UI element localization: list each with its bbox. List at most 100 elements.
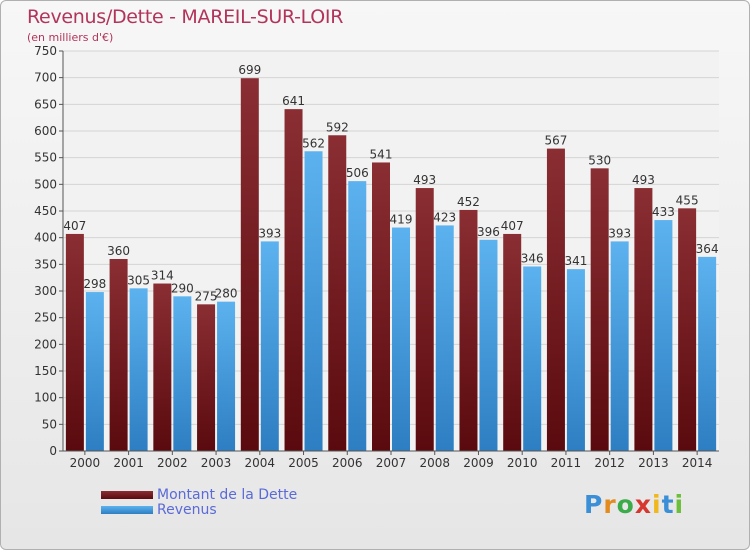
y-tick-label: 150 — [34, 364, 57, 378]
bar-dette — [284, 109, 303, 451]
data-label-revenus: 433 — [652, 205, 675, 219]
data-label-dette: 493 — [632, 173, 655, 187]
proxiti-logo: Proxiti — [584, 490, 684, 519]
y-tick-label: 400 — [34, 231, 57, 245]
data-label-dette: 567 — [544, 134, 567, 148]
x-tick-label: 2011 — [551, 456, 582, 470]
data-label-revenus: 393 — [608, 226, 631, 240]
data-label-dette: 592 — [326, 120, 349, 134]
data-label-dette: 641 — [282, 94, 305, 108]
legend-label-dette: Montant de la Dette — [157, 486, 298, 503]
legend-item-dette: Montant de la Dette — [101, 486, 298, 503]
data-label-dette: 493 — [413, 173, 436, 187]
bar-dette — [197, 304, 216, 451]
bar-revenus — [129, 288, 148, 451]
bar-revenus — [173, 296, 192, 451]
data-label-revenus: 562 — [302, 136, 325, 150]
bar-dette — [240, 78, 259, 451]
data-label-dette: 541 — [370, 147, 393, 161]
y-tick-label: 250 — [34, 311, 57, 325]
legend-swatch-dette — [101, 490, 153, 499]
data-label-dette: 530 — [588, 153, 611, 167]
bar-revenus — [610, 241, 629, 451]
legend-item-revenus: Revenus — [101, 501, 297, 518]
data-label-revenus: 290 — [171, 281, 194, 295]
bar-dette — [546, 148, 565, 451]
bar-revenus — [566, 269, 585, 451]
legend: Montant de la Dette Revenus — [101, 486, 298, 518]
data-label-dette: 314 — [151, 269, 174, 283]
y-tick-label: 450 — [34, 204, 57, 218]
y-tick-label: 300 — [34, 284, 57, 298]
y-tick-label: 700 — [34, 71, 57, 85]
bar-dette — [503, 233, 522, 451]
y-tick-label: 50 — [42, 417, 57, 431]
bar-dette — [109, 259, 128, 451]
x-tick-label: 2001 — [113, 456, 144, 470]
bar-revenus — [85, 292, 104, 451]
data-label-revenus: 396 — [477, 225, 500, 239]
logo-letter: o — [616, 490, 635, 519]
y-tick-label: 550 — [34, 151, 57, 165]
x-tick-label: 2010 — [507, 456, 538, 470]
bar-dette — [415, 188, 434, 452]
x-tick-label: 2000 — [70, 456, 101, 470]
x-tick-label: 2002 — [157, 456, 188, 470]
data-label-dette: 407 — [63, 219, 86, 233]
data-label-revenus: 341 — [564, 254, 587, 268]
bar-dette — [459, 209, 478, 451]
bar-revenus — [654, 220, 673, 451]
x-tick-label: 2006 — [332, 456, 363, 470]
data-label-dette: 407 — [501, 219, 524, 233]
x-tick-label: 2009 — [463, 456, 494, 470]
y-tick-label: 200 — [34, 337, 57, 351]
x-tick-label: 2012 — [594, 456, 625, 470]
data-label-dette: 360 — [107, 244, 130, 258]
data-label-revenus: 280 — [215, 287, 238, 301]
bar-dette — [65, 233, 84, 451]
x-tick-label: 2004 — [245, 456, 276, 470]
chart-subtitle: (en milliers d'€) — [27, 31, 114, 44]
logo-letter: x — [634, 490, 652, 519]
bar-revenus — [348, 181, 367, 451]
bar-dette — [590, 168, 609, 452]
data-label-revenus: 419 — [390, 213, 413, 227]
bar-revenus — [479, 239, 498, 451]
logo-letter: r — [603, 490, 617, 519]
logo-letter: i — [674, 490, 685, 519]
bar-dette — [328, 135, 347, 451]
logo-letter: i — [652, 490, 662, 519]
y-tick-label: 500 — [34, 177, 57, 191]
y-tick-label: 600 — [34, 124, 57, 138]
bar-revenus — [698, 256, 717, 451]
bar-dette — [678, 208, 697, 451]
plot-area — [63, 51, 719, 451]
data-label-revenus: 364 — [696, 242, 719, 256]
logo-letter: t — [661, 490, 675, 519]
data-label-dette: 275 — [195, 289, 218, 303]
legend-swatch-revenus — [101, 505, 153, 514]
bar-revenus — [523, 266, 542, 451]
bar-revenus — [260, 241, 279, 451]
chart-title: Revenus/Dette - MAREIL-SUR-LOIR — [27, 6, 344, 28]
data-label-revenus: 305 — [127, 273, 150, 287]
data-label-dette: 452 — [457, 195, 480, 209]
bar-dette — [153, 283, 172, 451]
y-tick-label: 350 — [34, 257, 57, 271]
x-tick-label: 2013 — [638, 456, 669, 470]
data-label-revenus: 423 — [433, 210, 456, 224]
data-label-revenus: 506 — [346, 166, 369, 180]
x-tick-label: 2007 — [376, 456, 407, 470]
logo-letter: P — [584, 490, 604, 519]
data-label-revenus: 346 — [521, 251, 544, 265]
y-tick-label: 650 — [34, 97, 57, 111]
legend-label-revenus: Revenus — [157, 501, 217, 518]
bar-dette — [372, 162, 390, 451]
bar-revenus — [392, 227, 410, 451]
y-tick-label: 100 — [34, 391, 57, 405]
data-label-dette: 455 — [676, 193, 699, 207]
data-label-revenus: 298 — [83, 277, 106, 291]
bar-revenus — [304, 151, 323, 451]
bar-revenus — [217, 301, 236, 451]
